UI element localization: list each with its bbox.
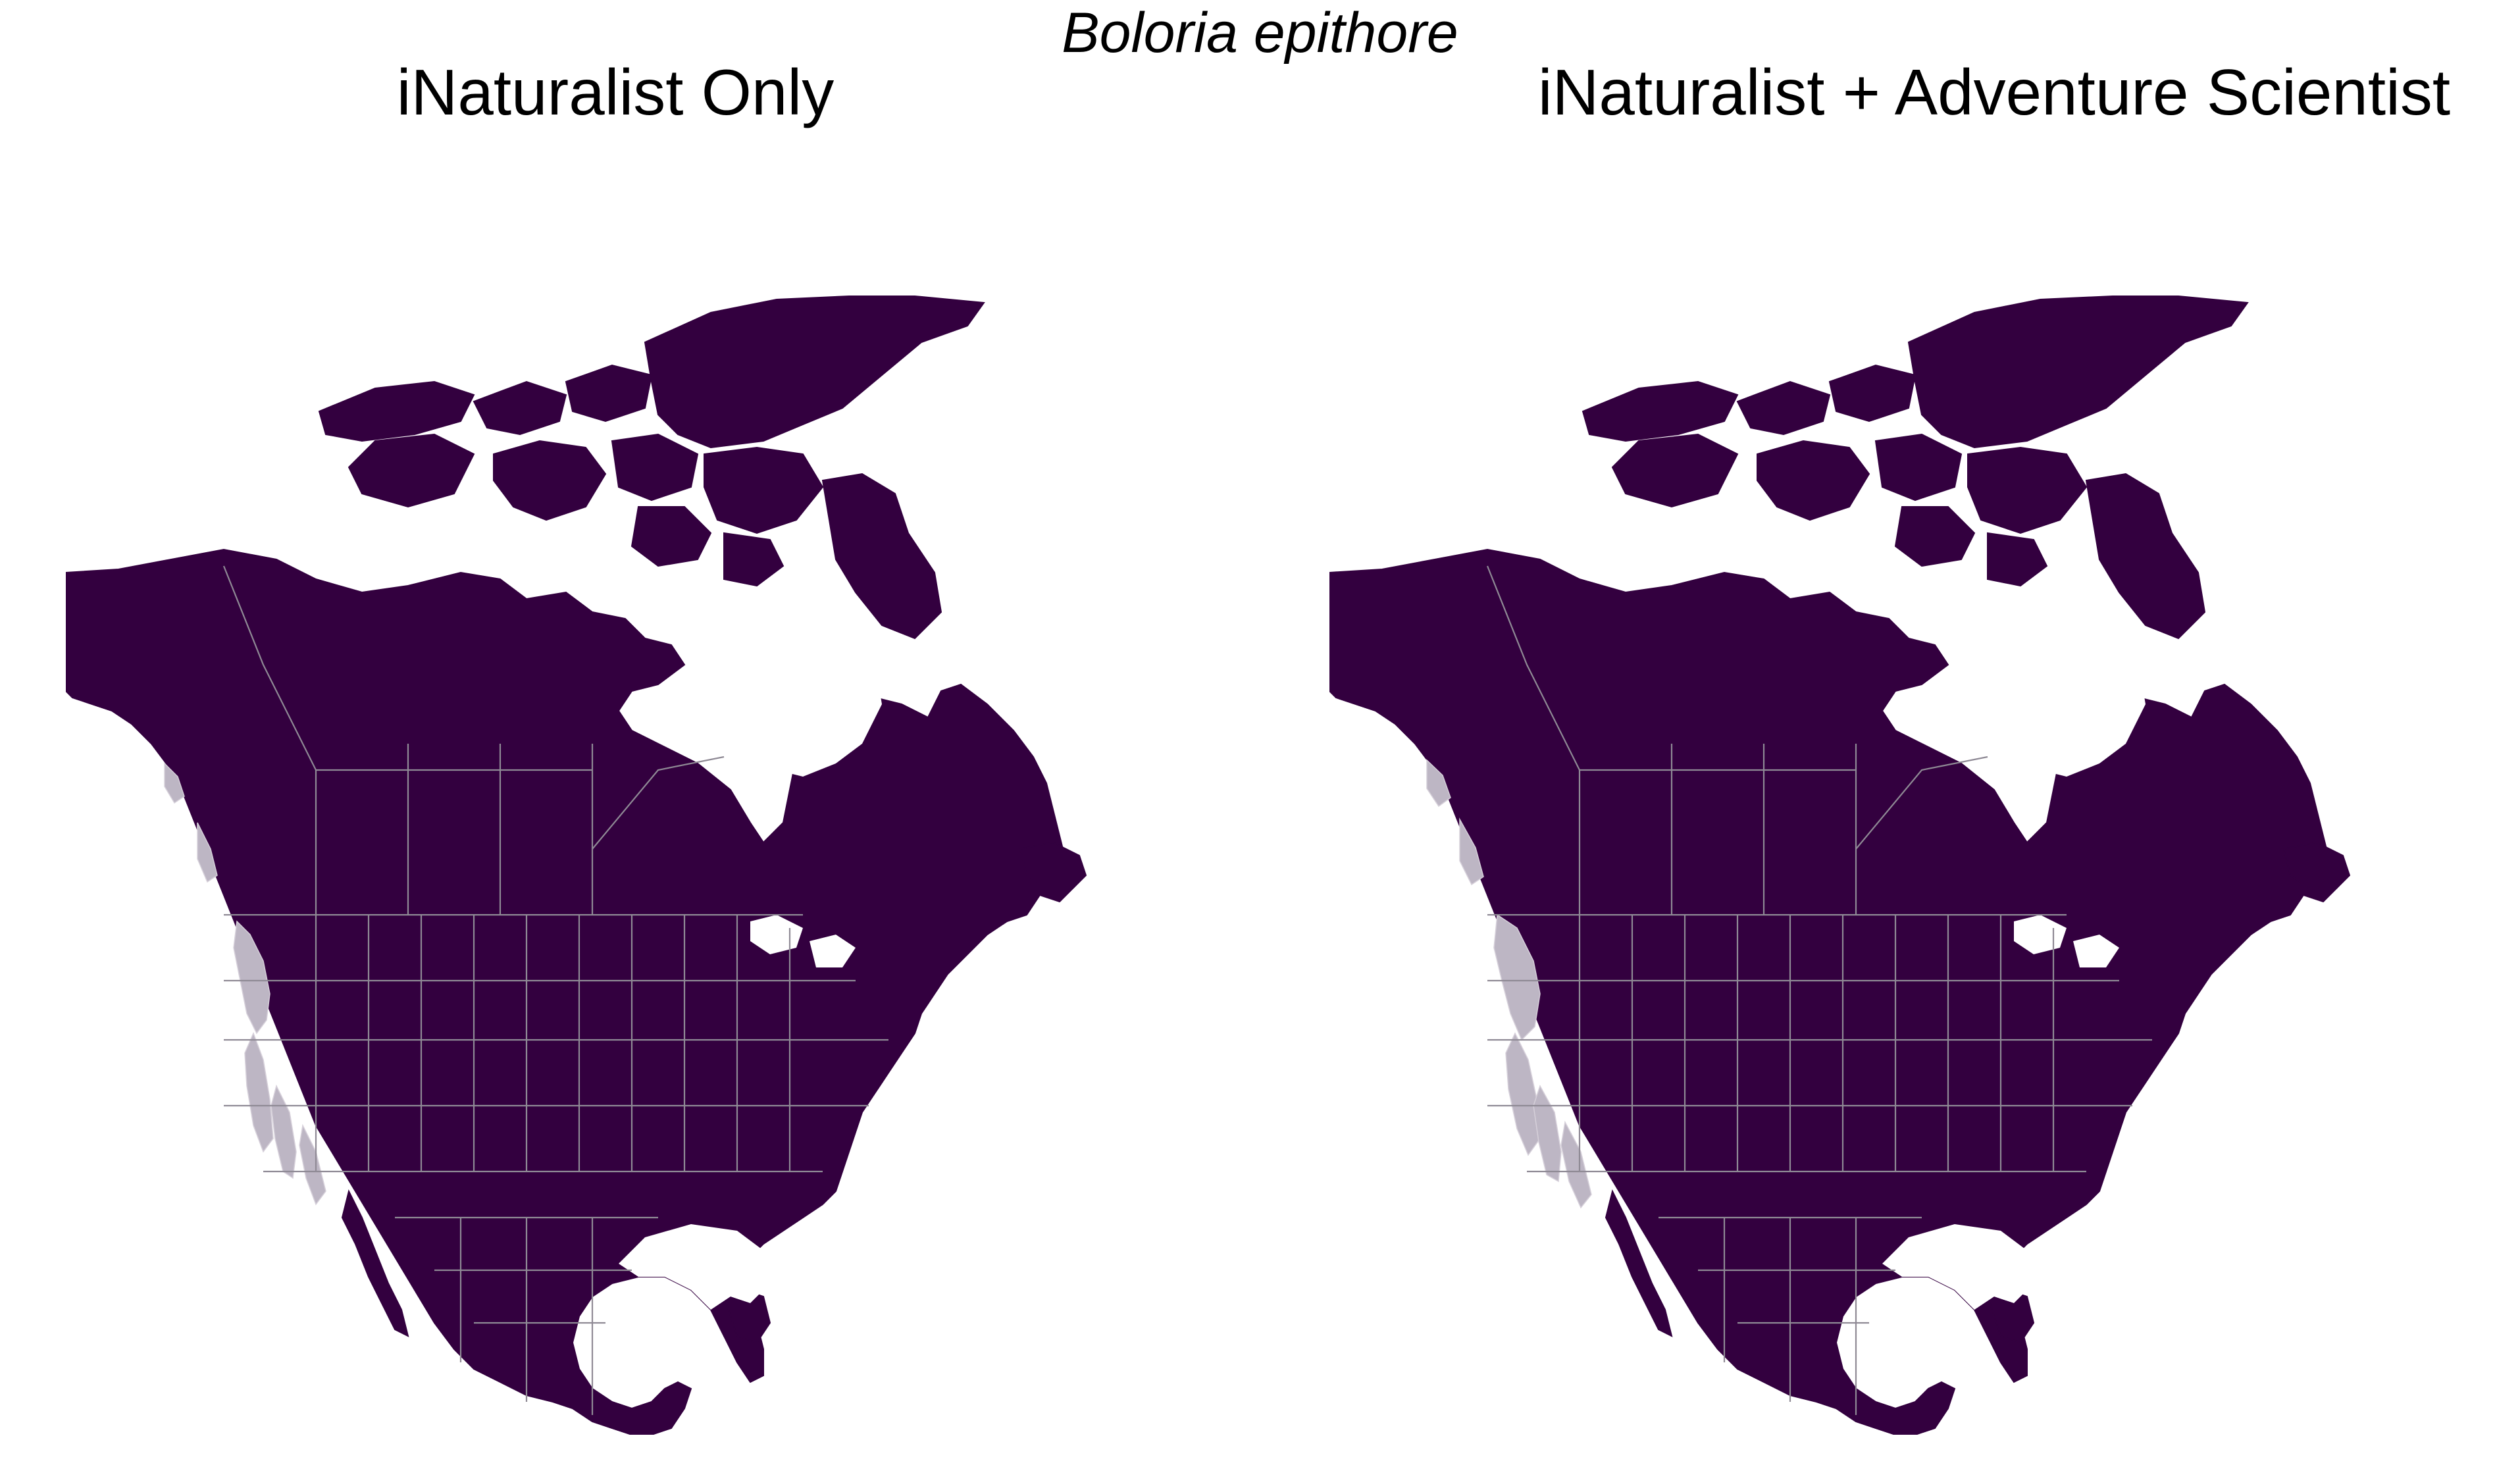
hudson-bay	[2007, 605, 2146, 777]
political-borders	[1486, 565, 2152, 1415]
map-panel-inaturalist-plus-adventure-scientist: iNaturalist + Adventure Scientist	[1329, 53, 2520, 1435]
land-mass	[66, 296, 1087, 1435]
figure-title: Boloria epithore	[1062, 1, 1458, 64]
suitable-habitat	[1426, 759, 1592, 1209]
panel-title: iNaturalist + Adventure Scientist	[1537, 56, 2451, 128]
gulf-of-mexico	[619, 1224, 770, 1310]
map-panel-inaturalist-only: iNaturalist Only	[66, 53, 1290, 1435]
north-america-map	[1329, 296, 2351, 1435]
gulf-of-mexico	[1882, 1224, 2034, 1310]
land-mass	[1329, 296, 2351, 1435]
suitable-habitat	[164, 762, 326, 1206]
hudson-bay	[744, 605, 882, 777]
political-borders	[222, 565, 888, 1415]
panel-title: iNaturalist Only	[396, 56, 835, 128]
north-america-map	[66, 296, 1087, 1435]
